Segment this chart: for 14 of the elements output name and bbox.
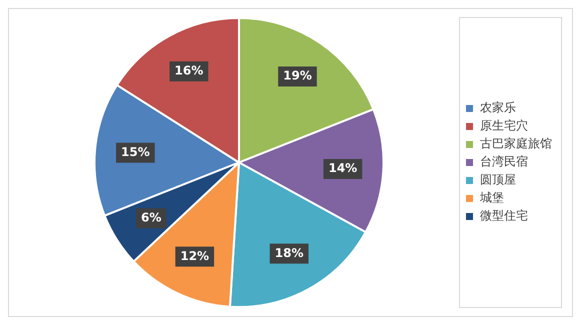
legend-label: 农家乐 [480, 100, 516, 115]
data-label: 12% [180, 248, 210, 263]
legend-label: 台湾民宿 [480, 154, 528, 169]
data-label: 19% [283, 68, 312, 83]
data-label: 16% [174, 63, 204, 78]
data-label: 18% [274, 246, 304, 260]
legend-label: 微型住宅 [480, 208, 528, 223]
legend-label: 原生宅穴 [480, 118, 528, 133]
data-label: 14% [328, 161, 358, 176]
legend-label: 城堡 [479, 190, 504, 205]
data-label: 6% [140, 210, 162, 224]
data-label: 15% [121, 144, 150, 159]
legend-label: 古巴家庭旅馆 [480, 136, 552, 151]
legend-label: 圆顶屋 [480, 172, 516, 187]
